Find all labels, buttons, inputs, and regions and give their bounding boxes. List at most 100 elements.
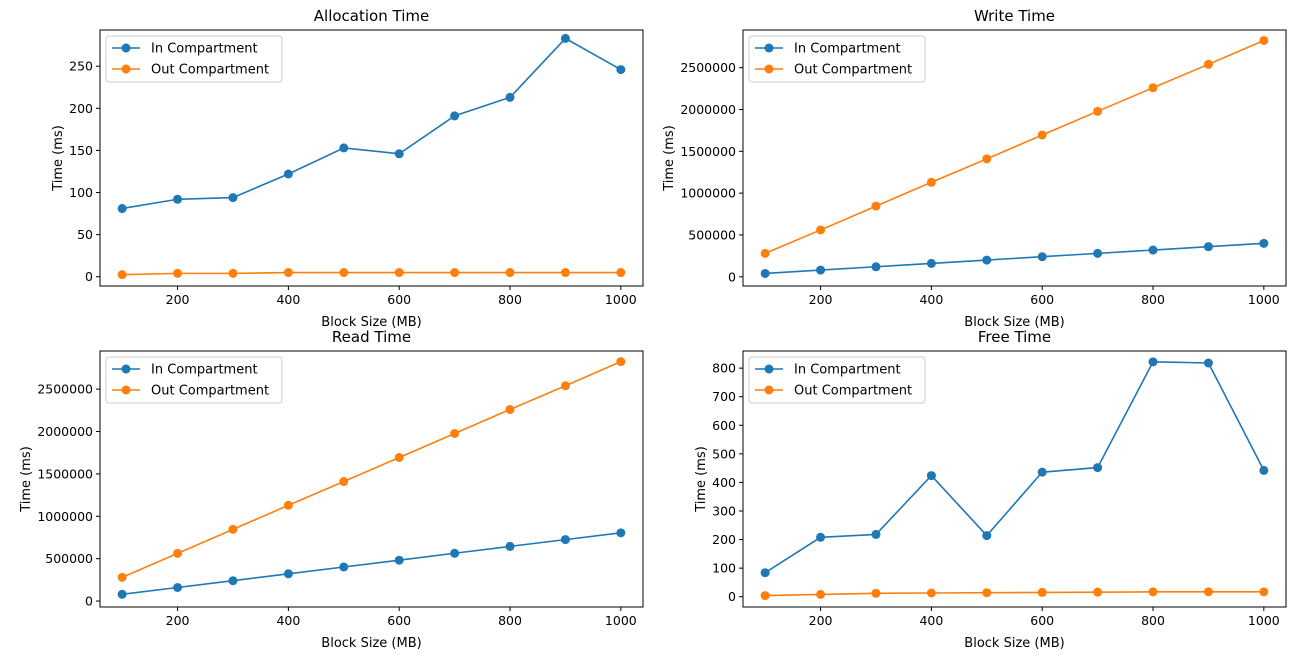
legend-item: Out Compartment (755, 63, 912, 78)
series-line (765, 242, 1264, 275)
y-tick-label: 1000000 (37, 509, 93, 524)
chart-title: Read Time (332, 328, 411, 346)
y-tick-label: 400 (712, 475, 736, 490)
data-point (505, 541, 515, 551)
data-point (117, 572, 127, 582)
data-point (1203, 358, 1213, 368)
x-tick-label: 1000 (605, 292, 637, 307)
data-point (1093, 587, 1103, 597)
series-line (765, 591, 1264, 597)
data-point (560, 33, 570, 43)
y-tick-label: 700 (712, 389, 736, 404)
data-point (228, 193, 238, 203)
y-tick-label: 300 (712, 504, 736, 519)
data-point (1148, 245, 1158, 255)
x-tick-label: 400 (276, 292, 300, 307)
y-axis-label: Time (ms) (694, 446, 709, 513)
data-point (1259, 35, 1269, 45)
data-point (982, 588, 992, 598)
data-point (760, 248, 770, 258)
data-point (816, 589, 826, 599)
x-axis-label: Block Size (MB) (321, 315, 421, 330)
data-point (283, 569, 293, 579)
data-point (394, 149, 404, 159)
data-point (982, 255, 992, 265)
data-point (117, 270, 127, 280)
data-point (173, 268, 183, 278)
x-tick-label: 200 (809, 292, 833, 307)
data-point (760, 591, 770, 601)
x-tick-label: 600 (387, 613, 411, 628)
data-point (283, 268, 293, 278)
data-point (339, 477, 349, 487)
legend-item: In Compartment (112, 42, 258, 57)
y-axis-label: Time (ms) (662, 125, 677, 192)
series-in-compartment (117, 528, 626, 599)
y-tick-label: 500000 (688, 227, 736, 242)
series-in-compartment (760, 357, 1269, 578)
y-tick-label: 500 (712, 446, 736, 461)
y-tick-label: 50 (77, 227, 93, 242)
data-point (926, 471, 936, 481)
y-tick-label: 800 (712, 361, 736, 376)
y-tick-label: 0 (85, 594, 93, 609)
y-tick-label: 0 (85, 269, 93, 284)
x-axis-label: Block Size (MB) (964, 636, 1064, 651)
y-tick-label: 1000000 (680, 186, 736, 201)
data-point (394, 555, 404, 565)
x-tick-label: 800 (498, 613, 522, 628)
legend-label: In Compartment (151, 363, 258, 378)
x-tick-label: 800 (498, 292, 522, 307)
subplot-1: Allocation Time 200 400 600 800 1000 0 50 100 150… (51, 7, 644, 330)
data-point (816, 225, 826, 235)
y-tick-label: 100 (69, 185, 93, 200)
y-tick-label: 2000000 (680, 102, 736, 117)
x-tick-label: 1000 (1248, 613, 1280, 628)
chart-title: Allocation Time (314, 7, 429, 25)
y-tick-label: 200 (712, 532, 736, 547)
data-point (339, 268, 349, 278)
y-tick-label: 500000 (45, 551, 93, 566)
legend-swatch-marker (121, 364, 131, 374)
x-axis-label: Block Size (MB) (964, 315, 1064, 330)
data-point (173, 194, 183, 204)
data-point (228, 268, 238, 278)
chart-title: Free Time (978, 328, 1051, 346)
series-in-compartment (117, 33, 626, 214)
x-tick-label: 800 (1141, 613, 1165, 628)
legend: In Compartment Out Compartment (105, 356, 283, 404)
data-point (339, 143, 349, 153)
data-point (1093, 463, 1103, 473)
x-tick-label: 200 (166, 613, 190, 628)
x-tick-label: 1000 (605, 613, 637, 628)
legend-box (748, 35, 926, 83)
y-tick-label: 1500000 (680, 144, 736, 159)
data-point (926, 258, 936, 268)
y-axis-label: Time (ms) (19, 446, 34, 513)
legend-swatch-marker (764, 364, 774, 374)
data-point (1037, 130, 1047, 140)
legend-item: In Compartment (755, 42, 901, 57)
x-tick-label: 800 (1141, 292, 1165, 307)
y-tick-label: 200 (69, 101, 93, 116)
x-tick-label: 600 (387, 292, 411, 307)
data-point (616, 268, 626, 278)
y-tick-label: 250 (69, 59, 93, 74)
data-point (117, 589, 127, 599)
series-line (764, 39, 1265, 255)
legend-label: In Compartment (151, 42, 258, 57)
subplot-3: Read Time 200 400 600 800 1000 0 500000 1000000 1… (19, 328, 644, 651)
data-point (1093, 106, 1103, 116)
legend-swatch-marker (764, 64, 774, 74)
legend: In Compartment Out Compartment (105, 35, 283, 83)
legend-label: Out Compartment (794, 63, 912, 78)
y-tick-label: 2500000 (680, 60, 736, 75)
legend-box (105, 356, 283, 404)
data-point (117, 204, 127, 214)
y-tick-label: 600 (712, 418, 736, 433)
series-line (764, 361, 1265, 574)
legend: In Compartment Out Compartment (748, 35, 926, 83)
data-point (616, 357, 626, 367)
data-point (1037, 467, 1047, 477)
